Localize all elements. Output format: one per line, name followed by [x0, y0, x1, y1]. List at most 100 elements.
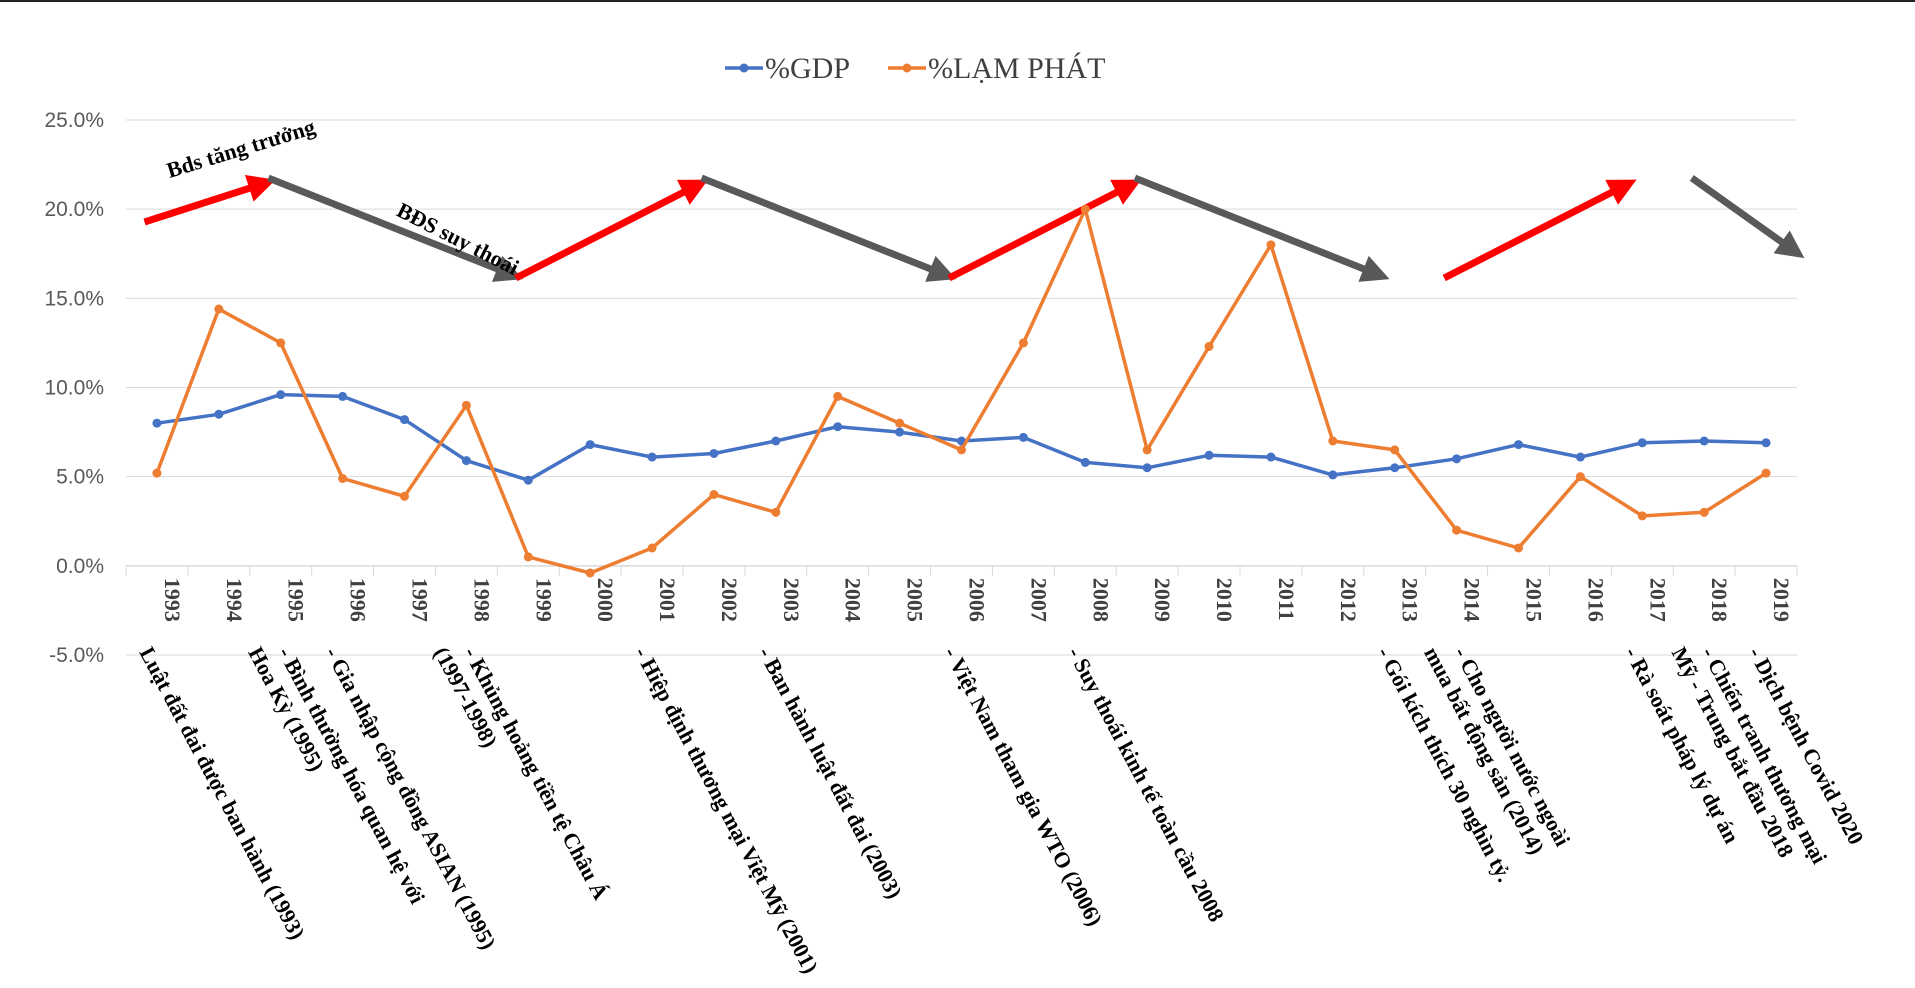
trend-arrow-up — [514, 179, 709, 282]
x-tick-label: 2009 — [1150, 578, 1175, 622]
data-point-gdp — [1761, 438, 1771, 448]
x-axis: 1993 1994 1995 1996 1997 1998 1999 2000 2001 2002… — [125, 565, 1798, 622]
event-labels: Luật đất đai được ban hành (1993)Hoa Kỳ … — [135, 643, 1869, 978]
data-point-inflation — [585, 568, 595, 578]
data-point-inflation — [895, 418, 905, 428]
data-point-inflation — [1452, 525, 1462, 535]
series-lines — [152, 204, 1771, 578]
data-point-gdp — [771, 436, 781, 446]
data-point-gdp — [833, 422, 843, 432]
legend-marker-gdp — [739, 63, 749, 73]
data-point-gdp — [1266, 452, 1276, 462]
data-point-gdp — [585, 440, 595, 450]
data-point-gdp — [338, 391, 348, 401]
x-tick-label: 2015 — [1522, 578, 1547, 622]
data-point-gdp — [709, 448, 719, 458]
legend-label-gdp: %GDP — [765, 52, 850, 85]
y-tick-label: 0.0% — [56, 555, 104, 578]
data-point-inflation — [833, 391, 843, 401]
x-tick-label: 2004 — [841, 578, 866, 622]
y-tick-label: 10.0% — [44, 377, 104, 400]
y-tick-label: 25.0% — [44, 109, 104, 132]
data-point-inflation — [338, 473, 348, 483]
x-tick-label: 2002 — [717, 578, 742, 622]
trend-arrow-up — [1442, 179, 1637, 282]
x-tick-label: 1993 — [160, 578, 185, 622]
data-point-inflation — [1328, 436, 1338, 446]
data-point-gdp — [214, 409, 224, 419]
data-point-gdp — [1699, 436, 1709, 446]
x-tick-label: 1996 — [346, 578, 371, 622]
top-border — [0, 0, 1915, 2]
y-tick-label: 20.0% — [44, 198, 104, 221]
data-point-gdp — [1328, 470, 1338, 480]
data-point-inflation — [1390, 445, 1400, 455]
x-tick-label: 2017 — [1645, 578, 1670, 622]
x-tick-label: 1995 — [284, 578, 309, 622]
data-point-inflation — [214, 304, 224, 314]
x-tick-label: 1997 — [408, 578, 433, 622]
trend-arrow-down — [267, 174, 524, 282]
event-label: - Khủng hoảng tiền tệ Châu Á — [459, 643, 614, 904]
x-tick-label: 1994 — [222, 578, 247, 622]
legend-label-inflation: %LẠM PHÁT — [928, 52, 1106, 85]
data-point-inflation — [647, 543, 657, 553]
x-tick-label: 2010 — [1212, 578, 1237, 622]
data-point-inflation — [1266, 240, 1276, 250]
x-tick-label: 1998 — [469, 578, 494, 622]
data-point-inflation — [1514, 543, 1523, 553]
x-tick-label: 2007 — [1026, 578, 1051, 622]
y-tick-label: -5.0% — [49, 644, 104, 667]
data-point-gdp — [647, 452, 657, 462]
x-tick-label: 2006 — [965, 578, 990, 622]
data-point-inflation — [709, 490, 719, 499]
data-point-gdp — [895, 427, 905, 437]
y-tick-label: 15.0% — [44, 287, 104, 310]
data-point-gdp — [1204, 450, 1214, 460]
x-tick-label: 2001 — [655, 578, 680, 622]
data-point-inflation — [1575, 472, 1585, 482]
data-point-gdp — [1018, 432, 1028, 442]
data-point-gdp — [1142, 463, 1152, 473]
trend-arrow-up — [143, 174, 276, 226]
legend-marker-inflation — [902, 63, 912, 73]
data-point-inflation — [771, 507, 781, 517]
data-point-gdp — [1637, 438, 1647, 448]
data-point-gdp — [152, 418, 162, 428]
y-tick-label: 5.0% — [56, 466, 104, 489]
x-tick-label: 2005 — [903, 578, 928, 622]
data-point-inflation — [400, 491, 409, 501]
series-line-inflation — [155, 207, 1768, 575]
y-axis: 25.0% 20.0% 15.0% 10.0% 5.0% 0.0% -5.0% — [44, 109, 104, 667]
x-tick-label: 1999 — [531, 578, 556, 622]
data-point-inflation — [1080, 204, 1090, 214]
x-tick-label: 2016 — [1583, 578, 1608, 622]
data-point-gdp — [400, 415, 409, 425]
event-label: - Ban hành luật đất đai (2003) — [753, 643, 907, 903]
data-point-inflation — [276, 338, 286, 348]
data-point-inflation — [1699, 507, 1709, 517]
trend-label-growth: Bds tăng trưởng — [164, 114, 318, 183]
data-point-inflation — [461, 400, 471, 410]
data-point-inflation — [1204, 341, 1214, 351]
x-tick-label: 2000 — [593, 578, 618, 622]
gridlines — [126, 119, 1797, 656]
data-point-inflation — [523, 552, 533, 562]
data-point-inflation — [1142, 445, 1152, 455]
data-point-gdp — [1390, 463, 1400, 473]
x-tick-label: 2019 — [1769, 578, 1794, 622]
trend-arrow-down — [1133, 174, 1390, 282]
x-tick-label: 2013 — [1398, 578, 1423, 622]
legend: %GDP %LẠM PHÁT — [725, 52, 1106, 85]
data-point-inflation — [957, 445, 966, 455]
trend-arrow-down — [700, 174, 957, 282]
data-point-inflation — [152, 468, 162, 478]
data-point-gdp — [276, 390, 286, 400]
x-tick-label: 2011 — [1274, 578, 1299, 621]
data-point-gdp — [1452, 454, 1462, 464]
x-tick-label: 2014 — [1460, 578, 1485, 622]
x-tick-label: 2012 — [1336, 578, 1361, 622]
data-point-gdp — [1080, 457, 1090, 467]
